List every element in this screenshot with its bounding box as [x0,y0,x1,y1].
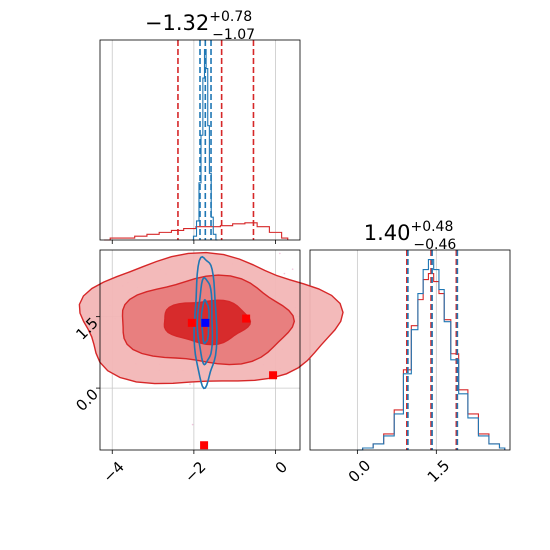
marker-square-3 [187,318,196,327]
histogram-step-series-0 [104,222,289,241]
panel-joint: −4 −2 00.01.5 [72,249,344,486]
histogram-step-series-1 [357,258,506,451]
scatter-point [283,272,286,275]
axes-frame-marginal-x [99,39,301,241]
marker-square-1 [269,371,278,380]
x-tick-label: −2 [181,458,209,486]
scatter-point [191,423,194,426]
x-tick-label: 1.5 [424,456,454,486]
axes-frame-marginal-y [309,249,511,451]
title-marginal-x: −1.32+0.78 −1.07 [145,9,255,43]
axes-frame-joint [99,249,301,451]
marker-square-0 [200,441,209,450]
marker-square-4 [201,318,210,327]
scatter-point [189,383,191,385]
x-tick-label: −4 [99,458,127,486]
x-tick-label: 0 [272,458,291,477]
marker-square-2 [242,314,251,323]
x-tick-label: 0.0 [345,456,375,486]
panel-marginal-x: −1.32+0.78 −1.07 [99,9,301,244]
scatter-point [279,252,281,255]
scatter-point [291,268,294,270]
contour-level-blue-1 [196,276,214,366]
panel-marginal-y: 1.40+0.48 −0.46 0.0 1.5 [309,219,511,486]
y-tick-label: 0.0 [72,385,102,415]
title-marginal-y: 1.40+0.48 −0.46 [364,219,457,253]
